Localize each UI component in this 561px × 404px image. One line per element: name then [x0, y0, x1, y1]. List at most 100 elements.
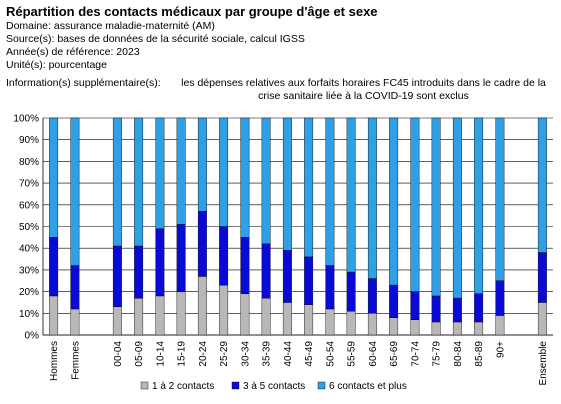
bar-segment: [410, 319, 420, 336]
legend-swatch: [317, 381, 326, 390]
x-tick-label: 40-44: [283, 341, 294, 367]
bar-segment: [431, 321, 441, 336]
reference-year-line: Année(s) de référence: 2023: [6, 46, 140, 58]
bar-segment: [112, 117, 122, 247]
y-tick-label: 40%: [19, 244, 39, 255]
x-tick-label: 80-84: [453, 341, 464, 367]
bar-segment: [49, 117, 59, 238]
bar-segment: [495, 117, 505, 281]
x-tick-label: 55-59: [347, 341, 358, 367]
source-line: Source(s): bases de données de la sécuri…: [6, 33, 305, 45]
bar-segment: [70, 308, 80, 336]
bar-segment: [389, 284, 399, 318]
bar-segment: [537, 302, 547, 336]
chart-title: Répartition des contacts médicaux par gr…: [6, 4, 378, 19]
bar-segment: [197, 117, 207, 212]
y-tick-label: 80%: [19, 157, 39, 168]
bar-segment: [240, 117, 250, 238]
legend-label: 3 à 5 contacts: [243, 381, 305, 392]
bar-segment: [155, 117, 165, 229]
y-tick-label: 60%: [19, 200, 39, 211]
bar-segment: [282, 117, 292, 251]
y-tick-label: 70%: [19, 179, 39, 190]
bar-segment: [410, 117, 420, 292]
bar-segment: [346, 271, 356, 312]
bar-segment: [452, 117, 462, 299]
x-tick-label: 10-14: [155, 341, 166, 367]
bar-segment: [367, 313, 377, 336]
bar-segment: [219, 284, 229, 336]
bar-segment: [367, 278, 377, 314]
x-tick-label: Femmes: [70, 341, 81, 380]
bar-segment: [155, 228, 165, 297]
bar-segment: [261, 297, 271, 336]
x-tick-label: 65-69: [389, 341, 400, 367]
bar-segment: [452, 321, 462, 336]
bar-segment: [431, 117, 441, 297]
bar-segment: [325, 308, 335, 336]
x-tick-label: 00-04: [113, 341, 124, 367]
bar-segment: [367, 117, 377, 279]
bar-segment: [134, 297, 144, 336]
y-tick-label: 0%: [25, 331, 40, 342]
bar-segment: [304, 256, 314, 305]
x-tick-label: 50-54: [325, 341, 336, 367]
bar-segment: [325, 117, 335, 266]
bar-segment: [389, 317, 399, 336]
bar-segment: [112, 306, 122, 336]
y-tick-label: 10%: [19, 309, 39, 320]
x-tick-label: Hommes: [49, 341, 60, 381]
unit-line: Unité(s): pourcentage: [6, 59, 107, 71]
x-tick-label: 35-39: [262, 341, 273, 367]
x-tick-label: Ensemble: [538, 341, 549, 386]
x-tick-label: 15-19: [177, 341, 188, 367]
bar-segment: [537, 252, 547, 303]
bar-segment: [197, 211, 207, 277]
bar-segment: [495, 315, 505, 336]
bar-segment: [474, 293, 484, 323]
bar-segment: [474, 117, 484, 294]
bar-segment: [70, 265, 80, 310]
y-tick-label: 50%: [19, 222, 39, 233]
bar-segment: [389, 117, 399, 286]
bar-segment: [134, 117, 144, 247]
x-tick-label: 25-29: [219, 341, 230, 367]
y-tick-label: 30%: [19, 265, 39, 276]
bar-segment: [304, 304, 314, 336]
info-label: Information(s) supplémentaire(s):: [6, 77, 161, 89]
bar-segment: [495, 280, 505, 316]
bar-segment: [134, 245, 144, 299]
bar-segment: [537, 117, 547, 253]
domain-line: Domaine: assurance maladie-maternité (AM…: [6, 20, 215, 32]
bar-segment: [261, 117, 271, 245]
bar-segment: [240, 237, 250, 294]
bar-segment: [197, 276, 207, 336]
x-tick-label: 45-49: [304, 341, 315, 367]
legend-swatch: [231, 381, 240, 390]
legend-label: 6 contacts et plus: [329, 381, 407, 392]
x-tick-label: 85-89: [474, 341, 485, 367]
x-tick-label: 90+: [495, 341, 506, 358]
x-tick-label: 75-79: [432, 341, 443, 367]
bar-segment: [176, 224, 186, 292]
bar-segment: [240, 293, 250, 336]
bar-segment: [155, 295, 165, 336]
bar-segment: [346, 310, 356, 336]
x-tick-label: 70-74: [410, 341, 421, 367]
bar-segment: [431, 295, 441, 323]
x-tick-label: 20-24: [198, 341, 209, 367]
y-tick-label: 20%: [19, 287, 39, 298]
bar-segment: [49, 237, 59, 297]
bar-segment: [304, 117, 314, 258]
legend-label: 1 à 2 contacts: [152, 381, 214, 392]
bar-segment: [219, 117, 229, 227]
bar-segment: [452, 297, 462, 323]
bar-segment: [346, 117, 356, 273]
bar-segment: [176, 117, 186, 225]
bar-segment: [219, 226, 229, 286]
x-tick-label: 05-09: [134, 341, 145, 367]
bar-segment: [176, 291, 186, 336]
info-text: les dépenses relatives aux forfaits hora…: [181, 77, 546, 102]
bar-segment: [112, 245, 122, 307]
